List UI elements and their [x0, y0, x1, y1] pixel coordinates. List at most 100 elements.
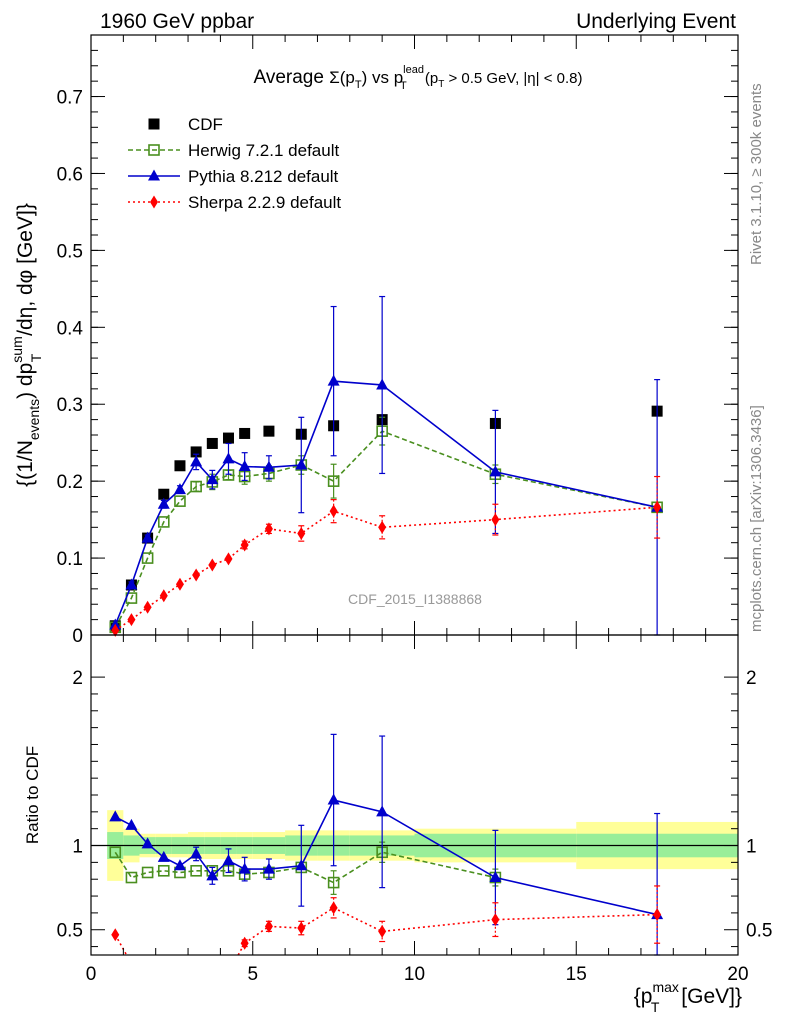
main-series-3-point: [143, 600, 152, 614]
plot-title: Average Σ(pT) vs plead T (pT > 0.5 GeV, |…: [254, 64, 583, 92]
ratio-series-1-point: [190, 847, 203, 859]
main-series-2-point: [173, 483, 186, 495]
main-series-2-point: [262, 460, 275, 472]
main-y-axis-label-part: ) dp: [14, 363, 37, 399]
x-axis-label-part: {p: [634, 985, 653, 1008]
ratio-series-2-point: [653, 908, 662, 922]
ratio-series-2-line: [244, 906, 658, 944]
main-y-axis-label-part: events: [26, 399, 42, 440]
plot-title-part: vs p: [367, 68, 403, 87]
main-series-3-point: [159, 589, 168, 603]
main-series-3-point: [192, 568, 201, 582]
main-series-2: [109, 295, 664, 636]
plot-title-text: Average Σ(pT) vs plead T (pT > 0.5 GeV, |…: [254, 64, 583, 92]
ratio-series-0-point: [190, 864, 202, 877]
ratio-series-1-point: [238, 862, 251, 874]
main-series-0-point: [174, 460, 186, 472]
main-y-tick-label: 0.7: [57, 88, 83, 109]
ratio-series-1-point: [125, 818, 138, 830]
main-y-tick-label: 0.1: [57, 549, 83, 570]
ratio-series-2-point: [491, 913, 500, 927]
header-left: 1960 GeV ppbar: [100, 10, 254, 33]
ratio-series-0-line: [114, 851, 496, 884]
main-series-3-point: [175, 577, 184, 591]
main-y-axis-label-text: {(1/Nevents) dpsum T /dη, dφ [GeV]}: [9, 203, 44, 487]
ratio-series-1-point: [376, 805, 389, 817]
x-axis-label: {pmax T [GeV]}: [634, 979, 742, 1015]
legend-label-0: CDF: [188, 115, 223, 134]
x-tick-label: 0: [86, 964, 97, 985]
ratio-series-0-point: [109, 846, 122, 859]
legend-label-3: Sherpa 2.2.9 default: [188, 193, 341, 212]
plot-title-part: Σ(p: [329, 68, 355, 87]
main-series-3-line: [114, 506, 658, 632]
legend-label-2: Pythia 8.212 default: [188, 167, 339, 186]
main-series-2-point: [489, 465, 502, 477]
main-y-tick-label: 0: [72, 626, 83, 647]
ratio-series-0-point: [157, 864, 170, 877]
legend-item-3: Sherpa 2.2.9 default: [128, 193, 341, 212]
main-series-0-point: [190, 446, 202, 458]
main-y-tick-label: 0.2: [57, 472, 83, 493]
ratio-series-1-point: [222, 854, 235, 866]
ratio-y-tick-label-right: 2: [746, 668, 757, 689]
ratio-series-0-point: [125, 871, 138, 884]
main-series-0-point: [239, 427, 251, 439]
legend-marker-1: [148, 144, 160, 156]
ratio-series-0-point: [327, 876, 340, 889]
main-series-3: [111, 475, 662, 637]
main-series-1-line: [114, 430, 658, 628]
plot-title-part: T: [438, 79, 444, 90]
main-series-0-point: [158, 488, 170, 500]
x-axis-label-part: T: [651, 999, 660, 1015]
main-series-2-point: [222, 452, 235, 464]
main-series-1-point: [327, 475, 340, 487]
ratio-y-axis-label: Ratio to CDF: [23, 746, 42, 844]
main-series-3-point: [297, 526, 306, 540]
main-series-1-point: [174, 495, 186, 507]
main-y-axis-label-part: T: [28, 353, 44, 362]
x-tick-label: 15: [566, 964, 587, 985]
x-axis-label-part: [GeV]}: [675, 985, 742, 1008]
plot-title-part: > 0.5 GeV, |η| < 0.8): [444, 70, 582, 87]
main-series-3-point: [224, 552, 233, 566]
main-series-1-point: [157, 516, 170, 528]
main-series-2-point: [141, 531, 154, 543]
main-series-2-point: [190, 455, 203, 467]
ratio-series-2-point: [329, 901, 338, 915]
main-series-0-point: [222, 432, 234, 444]
ratio-y-tick-label-right: 1: [746, 837, 757, 858]
plot-title-part: lead: [403, 64, 424, 76]
x-tick-label: 20: [727, 964, 748, 985]
plot-title-part: (p: [421, 70, 439, 87]
ratio-series-1-point: [206, 869, 219, 881]
main-y-axis-label: {(1/Nevents) dpsum T /dη, dφ [GeV]}: [9, 203, 44, 487]
ratio-y-tick-label-right: 0.5: [746, 921, 772, 942]
main-series-3-point: [653, 500, 662, 514]
main-series-2-point: [376, 378, 389, 390]
main-series-3-point: [127, 613, 136, 627]
main-series-3-point: [491, 513, 500, 527]
legend-marker-3: [150, 195, 158, 209]
main-series-2-point: [327, 374, 340, 386]
main-series-3-point: [378, 520, 387, 534]
main-series-1-point: [190, 480, 202, 493]
plot-title-part: ): [362, 68, 368, 87]
main-series-0-point: [206, 437, 218, 449]
x-tick-label: 10: [404, 964, 425, 985]
ratio-series-1-point: [262, 862, 275, 874]
main-series-2-point: [157, 497, 170, 509]
legend-marker-0: [148, 118, 160, 130]
ratio-series-1-point: [109, 810, 122, 822]
ratio-series-2-point: [378, 924, 387, 938]
legend: CDF Herwig 7.2.1 default Pythia 8.212 defa…: [128, 115, 341, 212]
x-axis-label-text: {pmax T [GeV]}: [634, 979, 742, 1015]
main-series-3-point: [208, 558, 217, 572]
main-y-axis-label-part: /dη, dφ [GeV]}: [14, 203, 37, 342]
legend-marker-2: [148, 169, 160, 181]
legend-item-2: Pythia 8.212 default: [128, 167, 339, 186]
ratio-series-1-point: [141, 837, 154, 849]
plot-title-part: T: [355, 79, 362, 91]
main-series-1-point: [141, 552, 154, 564]
